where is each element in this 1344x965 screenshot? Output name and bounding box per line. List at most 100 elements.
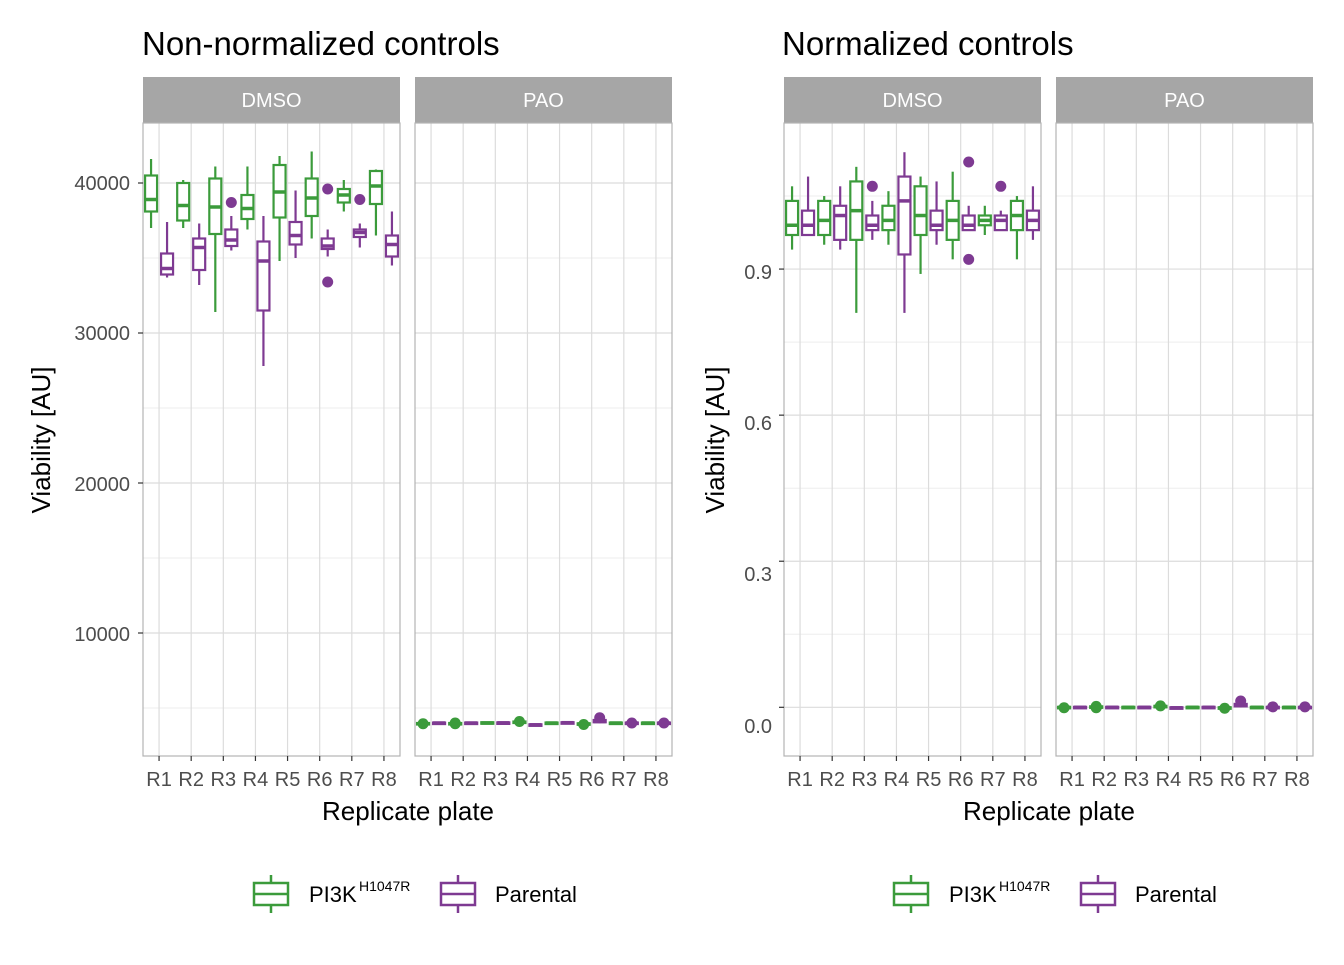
- panel-background: [1056, 123, 1313, 756]
- box-pi3k-r2: [817, 196, 832, 245]
- y-tick-label: 40000: [74, 173, 130, 195]
- box-iqr: [159, 252, 175, 276]
- x-tick-label: R7: [339, 769, 365, 791]
- x-tick-label: R4: [243, 769, 269, 791]
- outlier-point: [995, 180, 1007, 192]
- x-tick-label: R8: [643, 769, 669, 791]
- box-parental-r3: [1137, 705, 1152, 710]
- box-parental-r4: [528, 723, 543, 727]
- box-parental-r5: [560, 720, 575, 725]
- box-parental-r5: [929, 181, 944, 245]
- y-tick-label: 30000: [74, 323, 130, 345]
- legend-sup-pi3k: H1047R: [999, 878, 1050, 894]
- box-parental-r7: [1265, 701, 1280, 713]
- box-parental-r4: [1169, 706, 1184, 710]
- box-iqr: [143, 174, 159, 213]
- outlier-point: [578, 719, 590, 730]
- facet-strip-label: PAO: [1164, 90, 1205, 112]
- facet-strip-label: DMSO: [242, 90, 302, 112]
- facet-strip: [1056, 77, 1313, 123]
- y-axis-title: Viability [AU]: [700, 367, 730, 514]
- outlier-point: [1090, 702, 1102, 714]
- outlier-point: [963, 156, 975, 168]
- x-tick-label: R5: [547, 769, 573, 791]
- legend-label-parental: Parental: [495, 882, 577, 907]
- box-iqr: [256, 240, 271, 312]
- box-iqr: [865, 214, 880, 232]
- plot-panel: R1 R2 R3 R4 R5 R6 R7 R8: [1055, 122, 1314, 791]
- box-pi3k-r3: [1121, 705, 1136, 710]
- x-tick-label: R6: [1220, 769, 1246, 791]
- box-iqr: [833, 204, 848, 241]
- box-parental-r3: [224, 197, 239, 251]
- outlier-point: [225, 197, 237, 208]
- y-tick-label: 10000: [74, 624, 130, 646]
- box-pi3k-r2: [448, 717, 463, 730]
- x-tick-label: R3: [852, 769, 878, 791]
- box-iqr: [800, 209, 816, 237]
- box-parental-r3: [865, 180, 880, 240]
- box-pi3k-r4: [881, 191, 896, 245]
- plot-panel: R1 R2 R3 R4 R5 R6 R7 R8: [138, 122, 401, 791]
- box-pi3k-r5: [544, 721, 559, 726]
- box-iqr: [897, 175, 912, 256]
- box-iqr: [784, 199, 800, 237]
- box-pi3k-r2: [1089, 700, 1104, 714]
- outlier-point: [1267, 701, 1279, 713]
- box-parental-r5: [288, 190, 303, 258]
- facet-strip: [415, 77, 672, 123]
- x-tick-label: R7: [1252, 769, 1278, 791]
- box-pi3k-r7: [977, 205, 992, 235]
- panel-border: [414, 122, 673, 757]
- box-pi3k-r1: [143, 159, 159, 228]
- box-pi3k-r1: [1056, 702, 1072, 714]
- x-tick-label: R8: [1284, 769, 1310, 791]
- facet-strip: [143, 77, 400, 123]
- box-pi3k-r5: [1185, 705, 1200, 710]
- legend-label-pi3k: PI3K: [949, 882, 997, 907]
- outlier-point: [1299, 701, 1311, 713]
- outlier-point: [658, 717, 670, 729]
- outlier-point: [594, 712, 606, 724]
- box-pi3k-r5: [913, 176, 928, 274]
- outlier-point: [626, 717, 638, 729]
- legend-key-parental: [1079, 875, 1117, 913]
- x-tick-label: R7: [980, 769, 1006, 791]
- box-parental-r6: [1233, 695, 1248, 708]
- box-pi3k-r6: [304, 151, 319, 239]
- box-parental-r7: [993, 180, 1008, 232]
- non-normalized-chart: Non-normalized controls Viability [AU] R…: [26, 25, 673, 913]
- normalized-chart: Normalized controls Viability [AU] Repli…: [700, 25, 1314, 913]
- box-parental-r2: [464, 721, 479, 726]
- box-parental-r5: [1201, 705, 1216, 710]
- box-iqr: [961, 214, 976, 232]
- x-tick-label: R1: [418, 769, 444, 791]
- x-axis-title: Replicate plate: [322, 796, 494, 826]
- legend-sup-pi3k: H1047R: [359, 878, 410, 894]
- box-pi3k-r4: [512, 716, 527, 727]
- box-pi3k-r3: [208, 166, 223, 312]
- x-tick-label: R5: [916, 769, 942, 791]
- x-tick-label: R2: [178, 769, 204, 791]
- y-tick-label: 0.6: [744, 413, 772, 435]
- x-tick-label: R6: [307, 769, 333, 791]
- y-tick-label: 0.3: [744, 564, 772, 586]
- box-parental-r7: [624, 717, 639, 729]
- outlier-point: [449, 718, 461, 730]
- x-tick-label: R2: [1091, 769, 1117, 791]
- legend-key-pi3k: [252, 875, 290, 913]
- outlier-point: [322, 183, 334, 195]
- y-axis-title: Viability [AU]: [26, 367, 56, 514]
- x-tick-label: R4: [515, 769, 541, 791]
- legend-label-pi3k: PI3K: [309, 882, 357, 907]
- outlier-point: [513, 716, 525, 727]
- x-tick-label: R8: [1012, 769, 1038, 791]
- outlier-point: [322, 276, 334, 288]
- box-parental-r8: [1025, 186, 1041, 240]
- box-pi3k-r8: [640, 721, 656, 726]
- box-pi3k-r6: [576, 719, 591, 730]
- box-parental-r8: [656, 717, 672, 729]
- box-iqr: [192, 237, 207, 272]
- box-pi3k-r1: [784, 186, 800, 250]
- box-iqr: [913, 185, 928, 237]
